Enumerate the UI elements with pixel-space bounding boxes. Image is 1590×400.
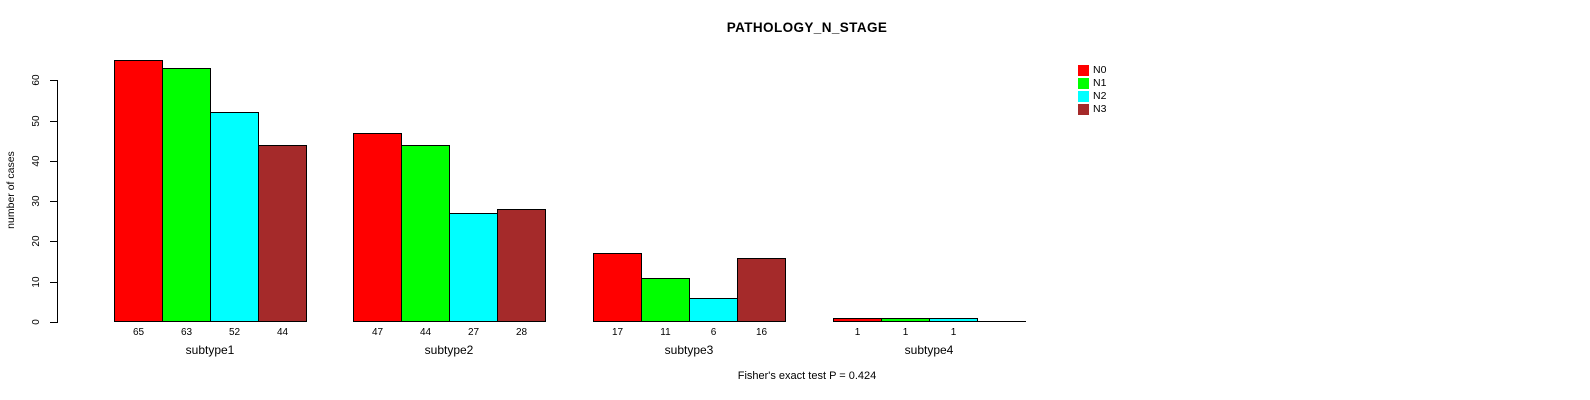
bar-n0-subtype1 [114, 60, 163, 322]
bar-n1-subtype4 [881, 318, 930, 322]
legend-swatch-n1 [1078, 78, 1089, 89]
bar-n0-subtype2 [353, 133, 402, 322]
y-axis-tick [50, 201, 57, 203]
y-axis-tick [50, 322, 57, 323]
bar-n2-subtype2 [449, 213, 498, 322]
legend-label-n1: N1 [1093, 77, 1107, 89]
y-axis-line [57, 80, 58, 323]
category-label-subtype1: subtype1 [185, 343, 235, 357]
legend-swatch-n2 [1078, 91, 1089, 102]
bar-value-label: 47 [371, 327, 384, 338]
y-axis-tick [50, 80, 57, 82]
y-axis-tick [50, 281, 57, 283]
legend-item-n2: N2 [1078, 90, 1106, 103]
bar-value-label: 1 [950, 327, 957, 338]
y-axis-tick [50, 160, 57, 162]
bar-n0-subtype3 [593, 253, 642, 322]
legend-label-n3: N3 [1093, 103, 1107, 115]
bar-value-label: 52 [228, 327, 241, 338]
y-axis-tick-label: 20 [31, 235, 42, 247]
y-axis-tick-label: 40 [31, 155, 42, 167]
zero-bar-n3-subtype4 [977, 321, 1026, 322]
bar-n1-subtype3 [641, 278, 690, 322]
y-axis-tick-label: 60 [31, 74, 42, 86]
bar-value-label: 11 [660, 327, 671, 338]
legend-label-n0: N0 [1093, 64, 1107, 76]
bar-value-label: 1 [854, 327, 861, 338]
bar-n2-subtype4 [929, 318, 978, 322]
legend-item-n1: N1 [1078, 77, 1106, 90]
bar-value-label: 44 [419, 327, 432, 338]
legend: N0 N1 N2 N3 [1078, 64, 1106, 116]
legend-item-n0: N0 [1078, 64, 1106, 77]
bar-value-label: 6 [710, 327, 717, 338]
y-axis-tick-label: 0 [31, 319, 42, 325]
bar-n0-subtype4 [833, 318, 882, 322]
bar-value-label: 44 [276, 327, 289, 338]
legend-item-n3: N3 [1078, 103, 1106, 116]
category-label-subtype4: subtype4 [904, 343, 954, 357]
legend-label-n2: N2 [1093, 90, 1107, 102]
legend-swatch-n3 [1078, 104, 1089, 115]
bar-value-label: 17 [611, 327, 624, 338]
bar-value-label: 28 [515, 327, 528, 338]
category-label-subtype2: subtype2 [424, 343, 474, 357]
bar-n2-subtype1 [210, 112, 259, 322]
bar-value-label: 16 [755, 327, 768, 338]
bar-n1-subtype2 [401, 145, 450, 322]
category-label-subtype3: subtype3 [664, 343, 714, 357]
bar-n3-subtype3 [737, 258, 786, 322]
bar-value-label: 65 [132, 327, 145, 338]
annotation-fishers-test: Fisher's exact test P = 0.424 [737, 370, 877, 382]
y-axis-tick-label: 10 [31, 276, 42, 288]
y-axis-tick-label: 30 [31, 195, 42, 207]
bar-n3-subtype2 [497, 209, 546, 322]
bar-value-label: 63 [180, 327, 193, 338]
y-axis-tick [50, 120, 57, 122]
legend-swatch-n0 [1078, 65, 1089, 76]
bar-n2-subtype3 [689, 298, 738, 322]
chart-title: PATHOLOGY_N_STAGE [726, 20, 888, 35]
y-axis-tick [50, 241, 57, 243]
bar-value-label: 27 [467, 327, 480, 338]
bar-n1-subtype1 [162, 68, 211, 322]
bar-value-label: 1 [902, 327, 909, 338]
bar-n3-subtype1 [258, 145, 307, 322]
y-axis-tick-label: 50 [31, 114, 42, 127]
